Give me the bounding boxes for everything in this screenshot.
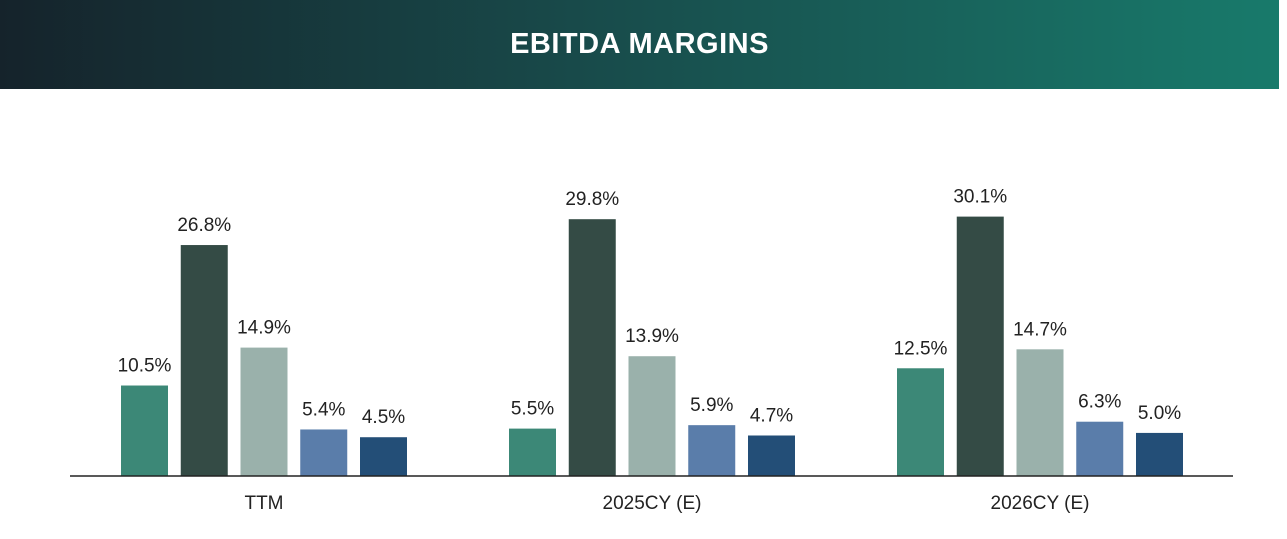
bar-1-4	[300, 429, 348, 476]
bar-2-2	[568, 219, 616, 476]
bar-1-2	[180, 245, 228, 476]
bar-3-3	[1016, 349, 1064, 476]
chart-title: EBITDA MARGINS	[510, 28, 769, 60]
bars-group	[121, 216, 1183, 476]
value-label-1-5: 4.5%	[362, 407, 405, 428]
bar-3-2	[956, 216, 1004, 476]
value-label-3-3: 14.7%	[1013, 319, 1067, 340]
value-label-2-1: 5.5%	[511, 399, 554, 420]
bar-1-3	[240, 347, 288, 476]
value-label-1-1: 10.5%	[118, 356, 172, 377]
value-label-1-4: 5.4%	[302, 399, 345, 420]
bar-chart: 10.5% 26.8% 14.9% 5.4% 4.5% 5.5% 29.8% 13.9% 5.9…	[70, 187, 1233, 514]
value-label-3-5: 5.0%	[1138, 403, 1181, 424]
bar-3-1	[897, 368, 944, 476]
category-label-2: 2025CY (E)	[603, 493, 702, 514]
bar-2-5	[748, 435, 795, 476]
bar-2-4	[688, 425, 736, 476]
value-label-2-3: 13.9%	[625, 326, 679, 347]
category-label-3: 2026CY (E)	[991, 493, 1090, 514]
value-label-3-1: 12.5%	[894, 338, 948, 359]
value-label-1-2: 26.8%	[177, 215, 231, 236]
value-labels-group: 10.5% 26.8% 14.9% 5.4% 4.5% 5.5% 29.8% 13.9% 5.9…	[118, 187, 1182, 429]
value-label-1-3: 14.9%	[237, 318, 291, 339]
bar-1-1	[121, 385, 168, 476]
bar-3-4	[1076, 421, 1124, 476]
category-label-1: TTM	[244, 493, 283, 514]
bar-1-5	[360, 437, 407, 476]
value-label-3-2: 30.1%	[953, 187, 1007, 208]
value-label-2-4: 5.9%	[690, 395, 733, 416]
value-label-2-5: 4.7%	[750, 405, 793, 426]
chart-header: EBITDA MARGINS	[0, 0, 1279, 89]
category-labels-group: TTM 2025CY (E) 2026CY (E)	[244, 493, 1089, 514]
value-label-2-2: 29.8%	[565, 189, 619, 210]
value-label-3-4: 6.3%	[1078, 392, 1121, 413]
bar-2-1	[509, 428, 556, 476]
bar-2-3	[628, 356, 676, 476]
bar-3-5	[1136, 432, 1183, 476]
